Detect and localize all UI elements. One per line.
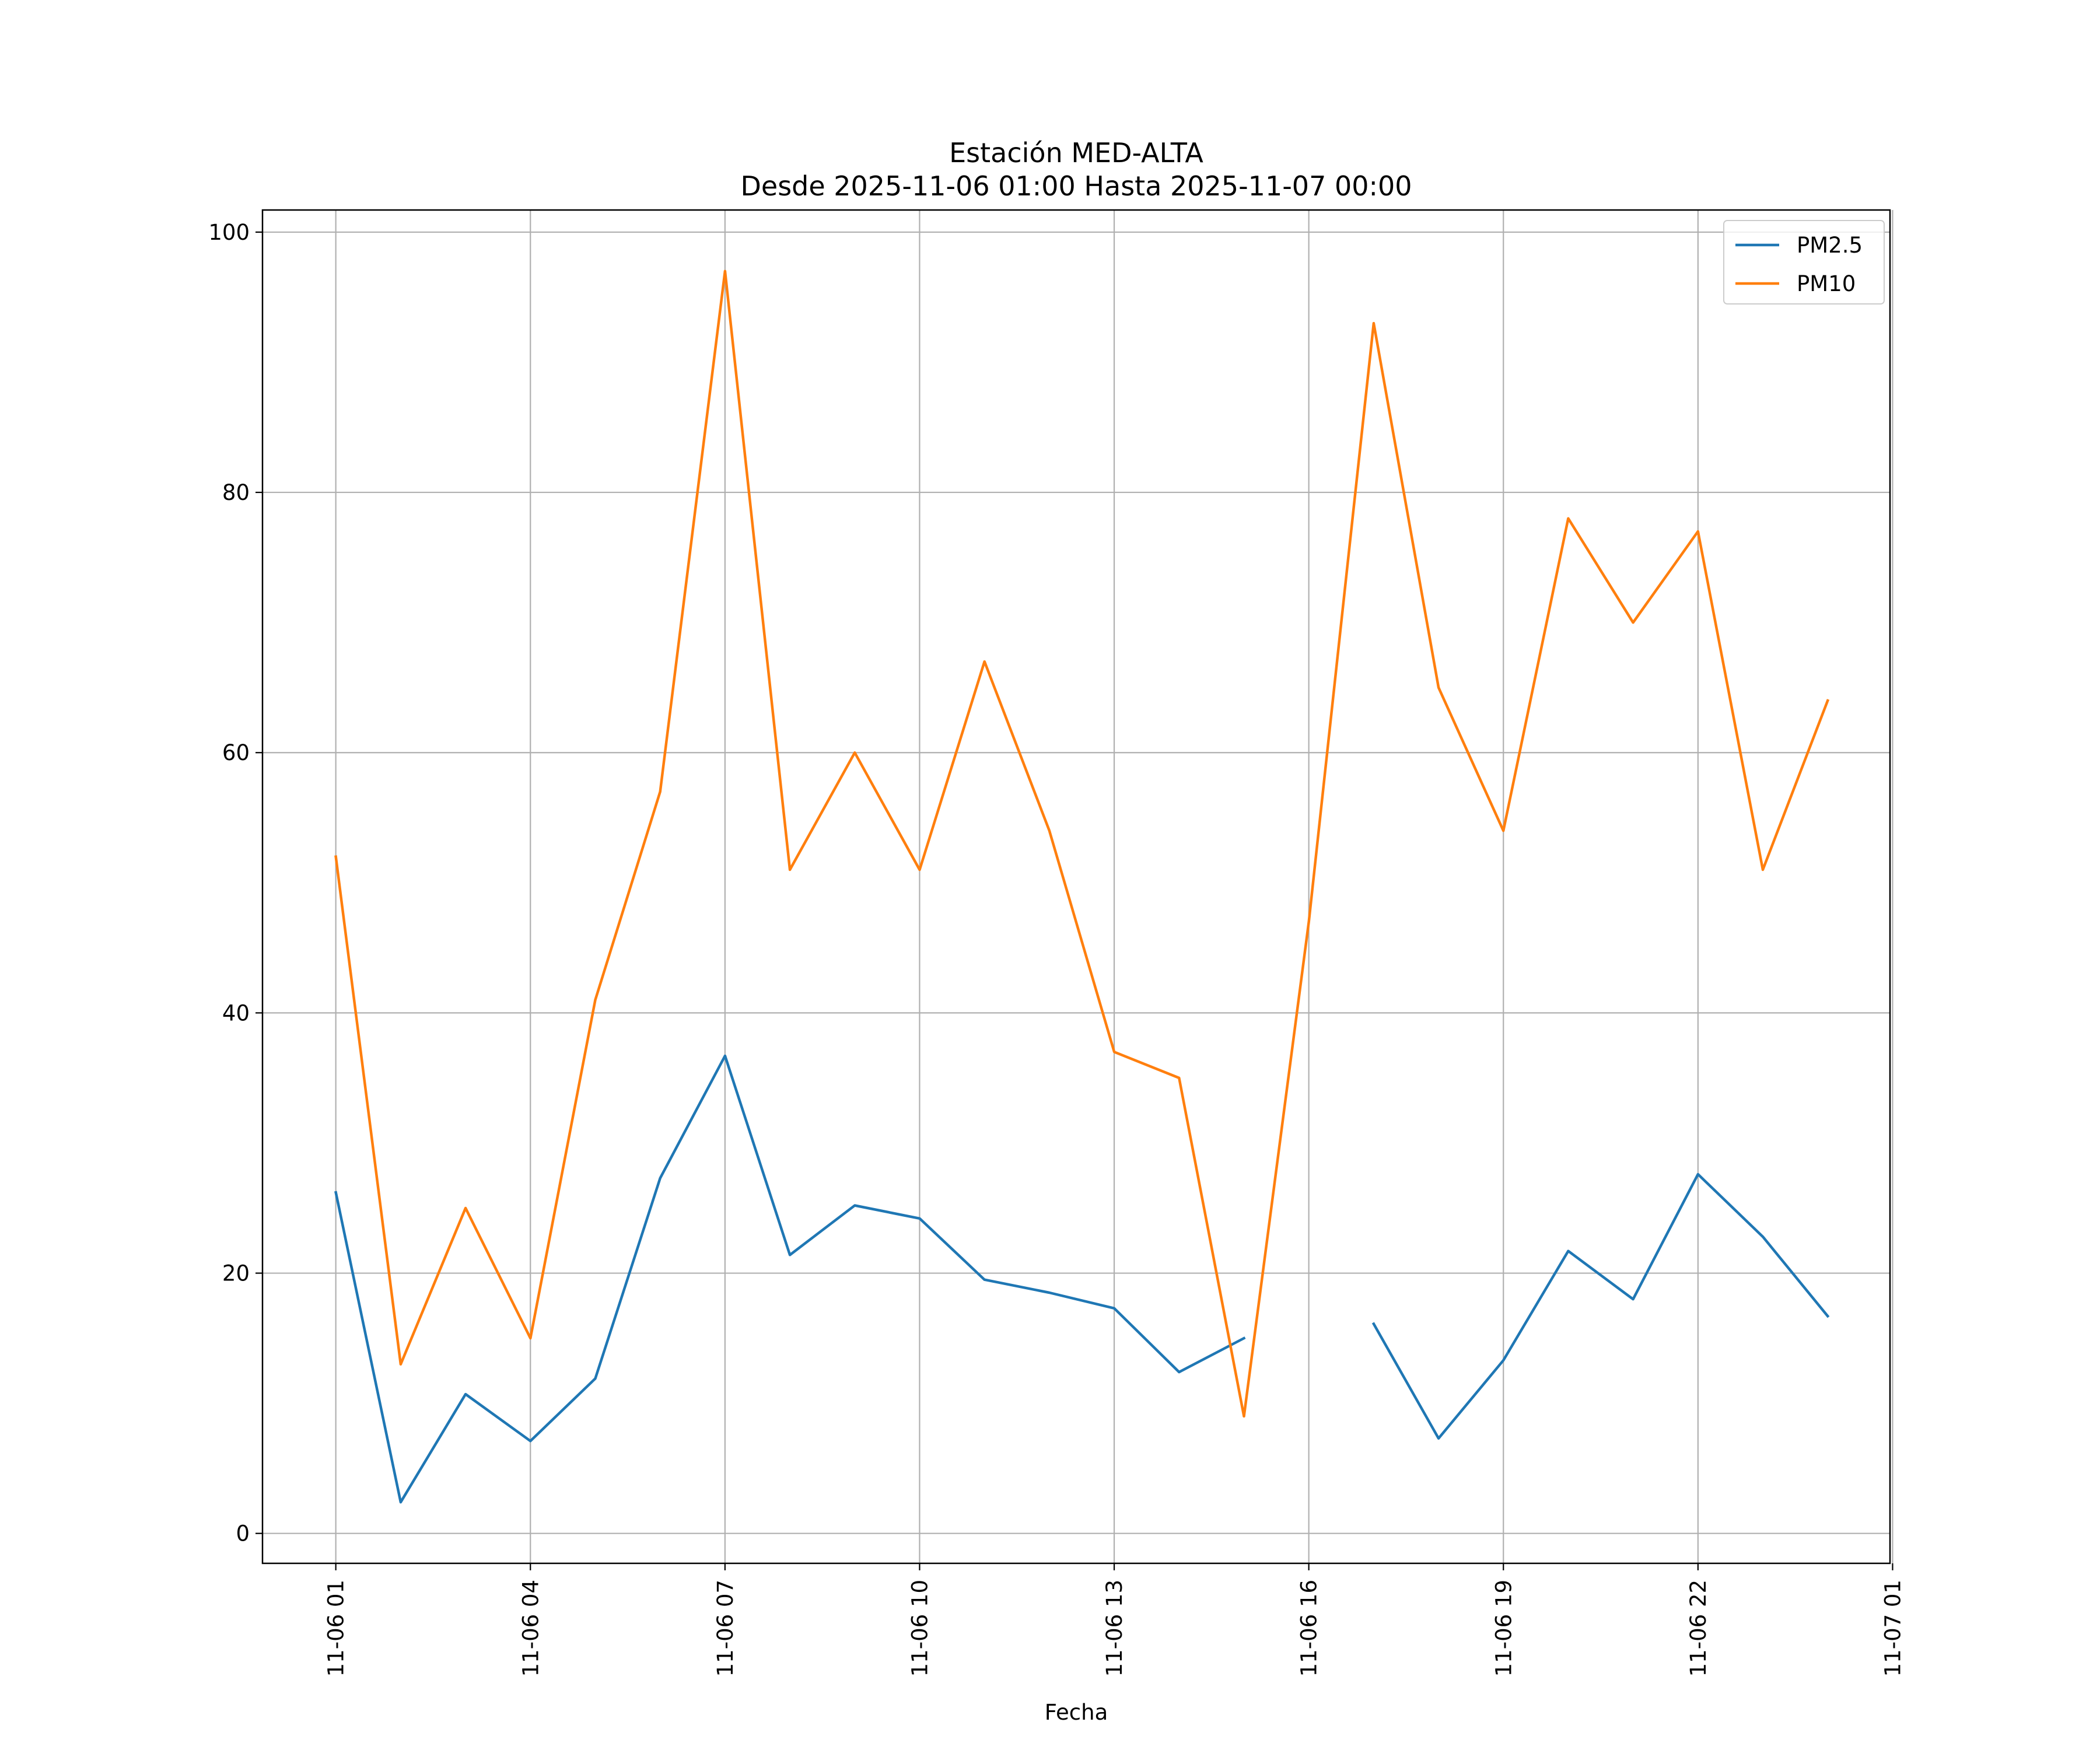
x-tick-label: 11-06 16 [1297,1580,1322,1676]
chart-title-line1: Estación MED-ALTA [949,137,1203,169]
x-tick-label: 11-06 19 [1491,1580,1516,1676]
y-tick-label: 0 [236,1521,250,1546]
y-tick-label: 20 [222,1261,250,1286]
series-line-pm25 [334,1054,1246,1504]
series-line-pm10 [334,270,1830,1418]
x-tick-label: 11-07 01 [1880,1580,1905,1676]
grid [262,210,1894,1563]
x-axis: 11-06 01 11-06 04 11-06 07 11-06 10 11-06 13… [324,1563,1905,1676]
x-tick-label: 11-06 07 [713,1580,738,1676]
x-axis-label: Fecha [1045,1700,1108,1725]
chart-title-line2: Desde 2025-11-06 01:00 Hasta 2025-11-07 … [740,170,1412,202]
series-lines [334,270,1830,1504]
legend-label-pm10: PM10 [1797,271,1856,296]
legend: PM2.5 PM10 [1723,220,1885,304]
x-tick-label: 11-06 10 [907,1580,932,1676]
x-tick-label: 11-06 04 [518,1580,543,1676]
plot-frame [261,209,1891,1564]
y-axis: 0 20 40 60 80 100 [208,220,262,1546]
x-tick-label: 11-06 22 [1686,1580,1711,1676]
y-tick-label: 40 [222,1000,250,1026]
x-tick-label: 11-06 01 [324,1580,349,1676]
y-tick-label: 100 [208,220,250,245]
series-line-pm25 [1371,1172,1830,1440]
y-tick-label: 80 [222,480,250,505]
legend-label-pm25: PM2.5 [1797,233,1863,258]
y-tick-label: 60 [222,740,250,765]
x-tick-label: 11-06 13 [1102,1580,1127,1676]
